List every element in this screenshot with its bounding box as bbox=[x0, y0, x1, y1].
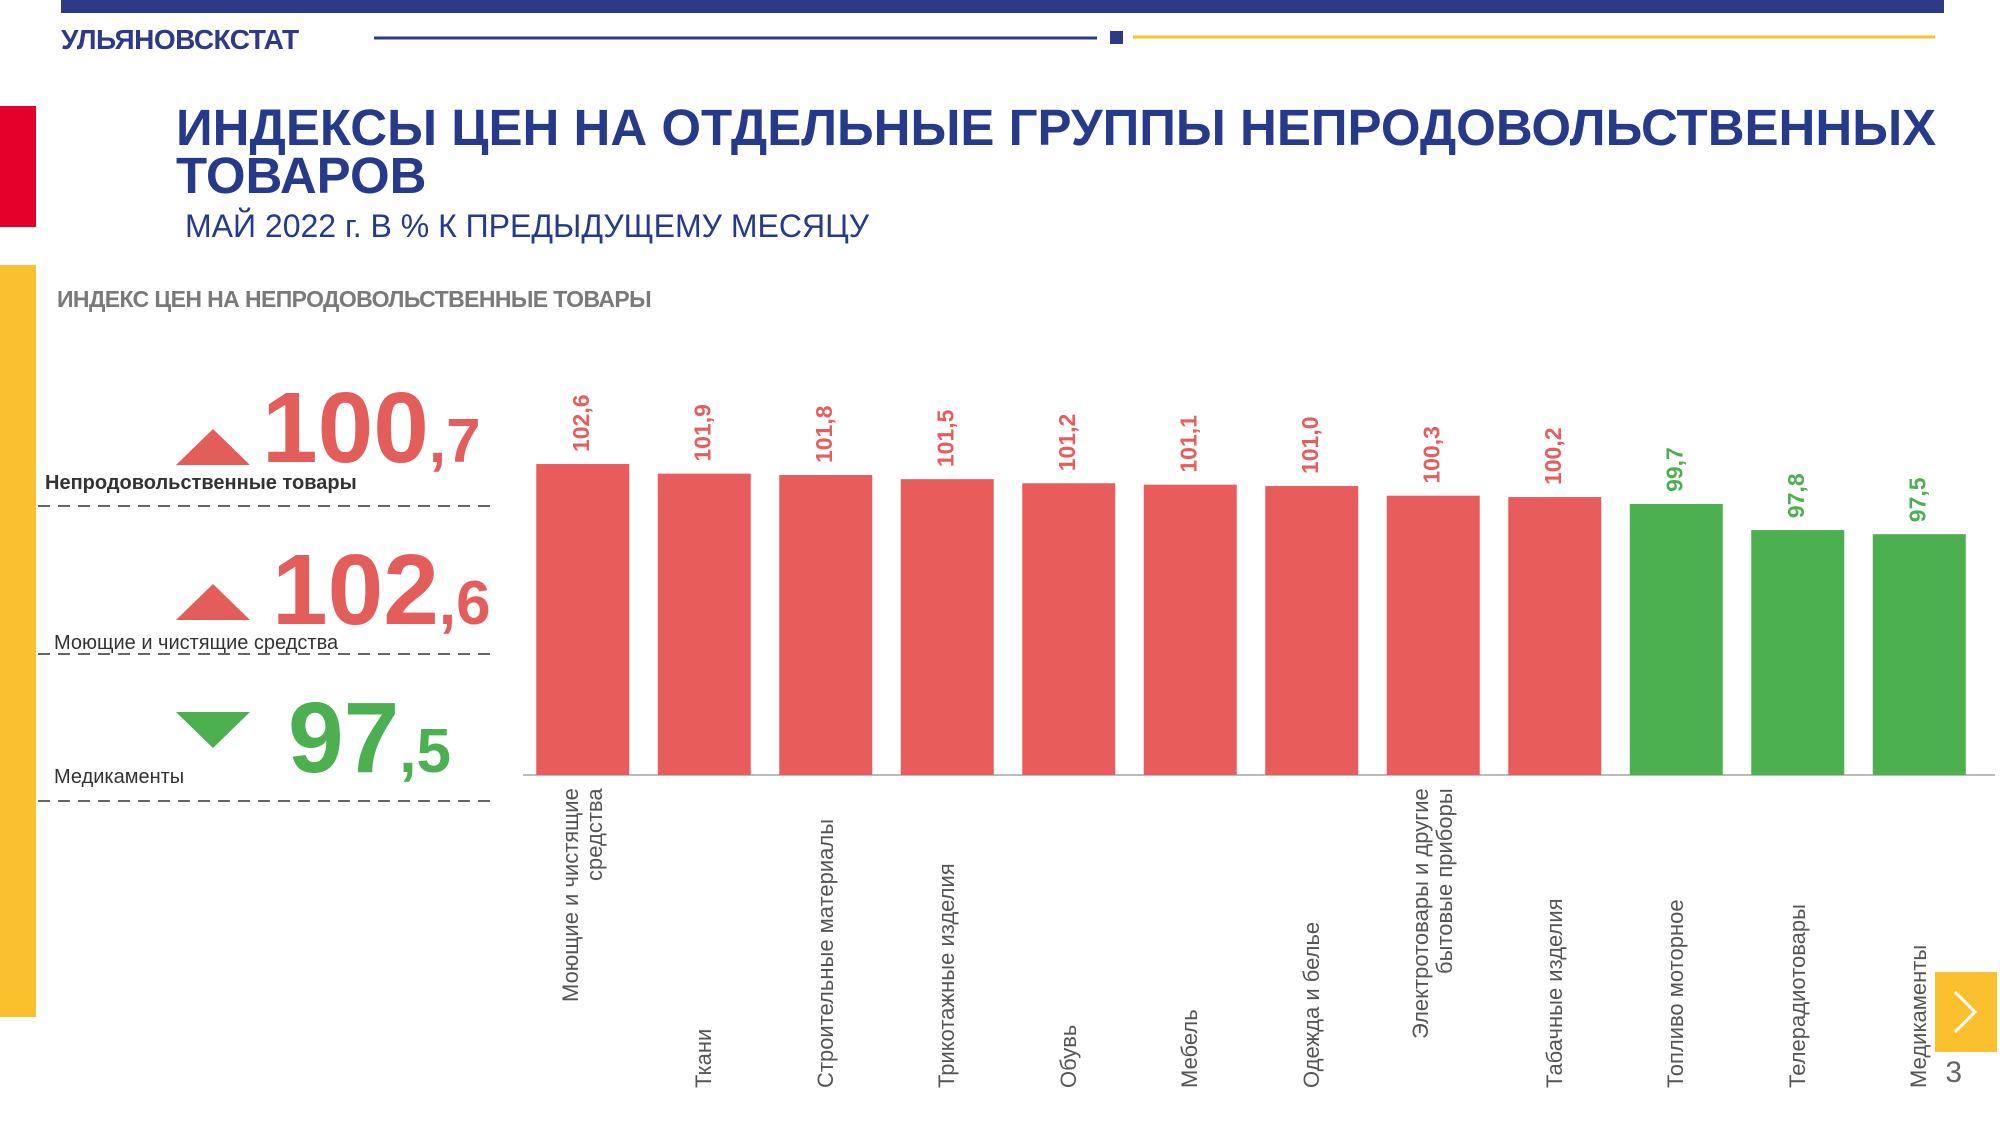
bar bbox=[1872, 534, 1966, 775]
next-chevron[interactable] bbox=[1953, 990, 1978, 1034]
x-tick-label: Топливо моторное bbox=[1663, 899, 1689, 1088]
value-label: 101,2 bbox=[1054, 414, 1080, 472]
bar bbox=[657, 473, 751, 775]
value-label: 100,3 bbox=[1418, 426, 1444, 484]
trend-arrow bbox=[176, 712, 250, 748]
x-tick-label: Ткани bbox=[691, 1028, 717, 1088]
bar bbox=[1265, 486, 1359, 775]
value-label: 99,7 bbox=[1661, 447, 1687, 492]
top-bar bbox=[61, 0, 1944, 13]
x-tick-label: Моющие и чистящие средства bbox=[557, 788, 607, 1002]
value-label: 102,6 bbox=[568, 394, 594, 452]
bar bbox=[1508, 497, 1602, 775]
bar bbox=[1751, 530, 1845, 775]
bar bbox=[779, 475, 873, 775]
x-tick-label: Одежда и белье bbox=[1298, 921, 1324, 1088]
x-tick-label: Трикотажные изделия bbox=[934, 863, 960, 1088]
x-tick-label: Мебель bbox=[1177, 1009, 1203, 1088]
value-label: 97,8 bbox=[1783, 473, 1809, 518]
bar bbox=[1629, 503, 1723, 775]
value-label: 101,8 bbox=[811, 405, 837, 463]
x-tick-label: Обувь bbox=[1055, 1024, 1081, 1088]
x-tick-label: Электротовары и другие бытовые приборы bbox=[1408, 788, 1458, 1039]
title: ИНДЕКСЫ ЦЕН НА ОТДЕЛЬНЫЕ ГРУППЫ НЕПРОДОВ… bbox=[176, 99, 1937, 205]
bar bbox=[536, 464, 630, 775]
x-tick-label: Медикаменты bbox=[1906, 944, 1932, 1088]
next-button[interactable] bbox=[1935, 972, 1997, 1052]
kpi-label: Непродовольственные товары bbox=[45, 472, 357, 494]
x-tick-label: Строительные материалы bbox=[812, 818, 838, 1088]
accent-yellow bbox=[0, 265, 36, 1017]
subtitle: МАЙ 2022 г. В % К ПРЕДЫДУЩЕМУ МЕСЯЦУ bbox=[185, 208, 870, 244]
value-label: 101,1 bbox=[1175, 415, 1201, 473]
kpi-value: 102,6 bbox=[272, 534, 491, 646]
bar bbox=[1022, 483, 1116, 775]
kpi-value: 100,7 bbox=[262, 372, 481, 484]
section-heading: ИНДЕКС ЦЕН НА НЕПРОДОВОЛЬСТВЕННЫЕ ТОВАРЫ bbox=[57, 286, 652, 312]
trend-arrow bbox=[176, 429, 250, 465]
org-name: УЛЬЯНОВСКСТАТ bbox=[61, 24, 299, 55]
bar bbox=[1143, 484, 1237, 775]
value-label: 97,5 bbox=[1904, 477, 1930, 522]
kpi-value: 97,5 bbox=[288, 682, 451, 794]
bar bbox=[1386, 495, 1480, 775]
accent-red bbox=[0, 106, 36, 227]
x-tick-label: Табачные изделия bbox=[1541, 898, 1567, 1088]
x-tick-label: Телерадиотовары bbox=[1784, 904, 1810, 1088]
value-label: 101,9 bbox=[689, 404, 715, 462]
value-label: 101,5 bbox=[932, 409, 958, 467]
kpi-label: Моющие и чистящие средства bbox=[54, 632, 339, 654]
trend-arrow bbox=[176, 584, 250, 620]
value-label: 100,2 bbox=[1540, 427, 1566, 485]
header-square bbox=[1110, 31, 1123, 44]
bar bbox=[900, 479, 994, 775]
value-label: 101,0 bbox=[1297, 416, 1323, 474]
page-number: 3 bbox=[1945, 1056, 1962, 1089]
kpi-label: Медикаменты bbox=[54, 766, 185, 788]
